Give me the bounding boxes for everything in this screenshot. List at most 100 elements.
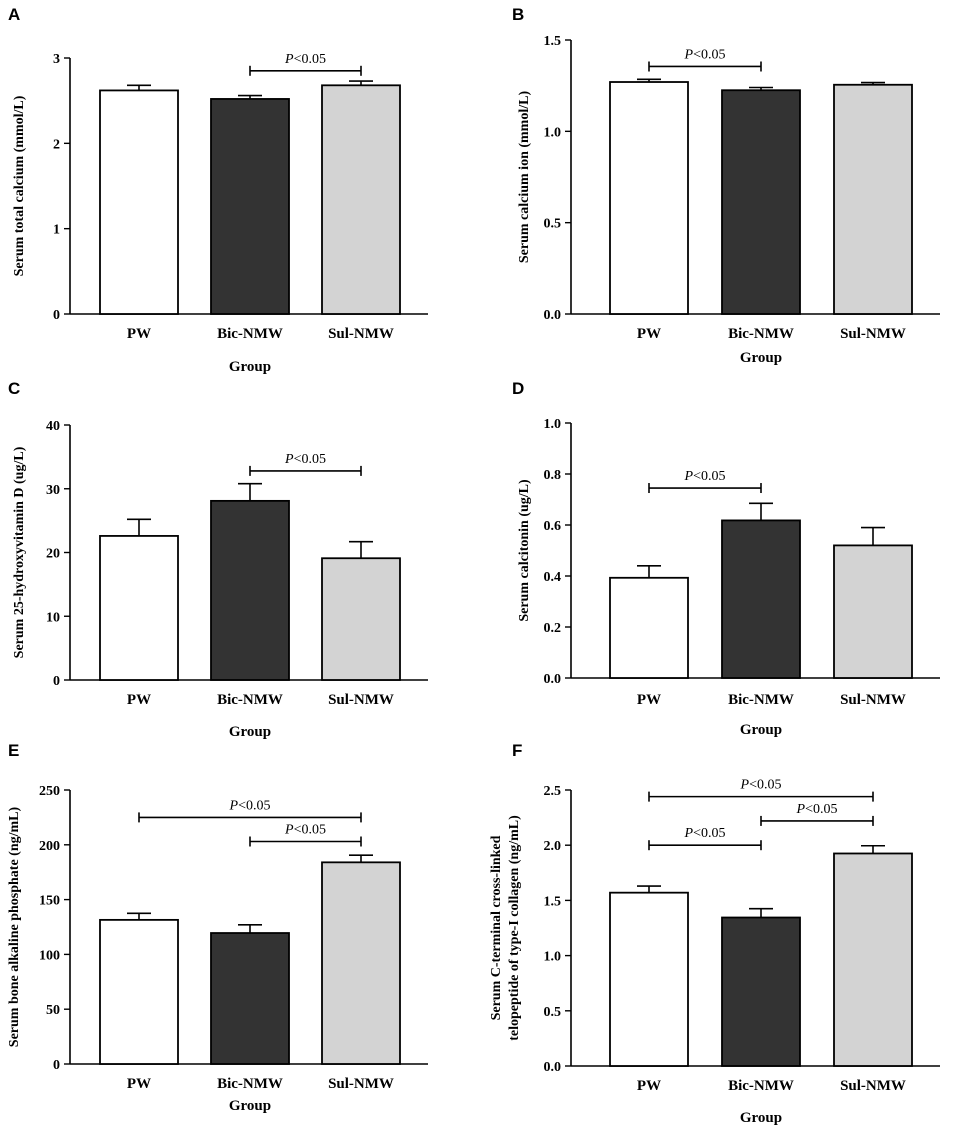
x-axis-label: Group	[229, 1098, 271, 1114]
y-tick-label: 1.0	[544, 950, 562, 965]
y-axis-label: Serum calcium ion (mmol/L)	[517, 91, 532, 264]
y-axis-label-line2: telopeptide of type-I collagen (ng/mL)	[507, 815, 522, 1041]
y-tick-label: 40	[46, 419, 60, 434]
y-tick-label: 0.5	[544, 217, 562, 232]
bar-bic-nmw	[721, 916, 801, 1067]
x-tick-label: PW	[637, 326, 661, 342]
y-tick-label: 20	[46, 547, 60, 562]
bar-sul-nmw	[833, 852, 913, 1067]
significance-label: P<0.05	[284, 823, 326, 838]
y-tick-label: 1.0	[544, 125, 562, 140]
bar-sul-nmw	[321, 84, 401, 315]
panel-letter: A	[8, 5, 20, 24]
bar-sul-nmw	[321, 557, 401, 681]
bar-bic-nmw	[210, 932, 290, 1065]
y-tick-label: 50	[46, 1003, 60, 1018]
bar-pw	[609, 576, 689, 679]
bar-pw	[609, 891, 689, 1067]
panel-letter: E	[8, 741, 19, 760]
bar-sul-nmw	[833, 83, 913, 315]
y-axis-label: Serum 25-hydroxyvitamin D (ug/L)	[12, 446, 27, 658]
x-tick-label: PW	[637, 1078, 661, 1094]
bar-bic-nmw	[210, 98, 290, 315]
y-tick-label: 1.5	[544, 894, 562, 909]
y-tick-label: 0.6	[544, 519, 562, 534]
x-axis-label: Group	[229, 724, 271, 740]
y-tick-label: 0.8	[544, 468, 562, 483]
x-tick-label: Sul-NMW	[840, 1078, 906, 1094]
x-tick-label: Bic-NMW	[728, 326, 794, 342]
x-tick-label: Sul-NMW	[840, 326, 906, 342]
significance-label: P<0.05	[684, 826, 726, 841]
y-tick-label: 0	[53, 1058, 60, 1073]
bar-bic-nmw	[721, 519, 801, 679]
x-axis-label: Group	[740, 350, 782, 366]
x-tick-label: PW	[127, 326, 151, 342]
y-axis-label: Serum bone alkaline phosphate (ng/mL)	[7, 806, 22, 1047]
x-axis-label: Group	[229, 359, 271, 375]
y-tick-label: 0.4	[544, 570, 562, 585]
x-axis-label: Group	[740, 1110, 782, 1126]
chart-panel-f: F 0.0 0.5 1.0 1.5 2.0 2.5 PW Bic-NMW Sul-NMW Group…	[489, 741, 940, 1126]
x-tick-label: Sul-NMW	[328, 1076, 394, 1092]
panel-letter: C	[8, 379, 20, 398]
x-axis-label: Group	[740, 722, 782, 738]
chart-panel-a: A 0 1 2 3 PW Bic-NMW Sul-NMW Group Serum total ca…	[8, 5, 428, 375]
y-axis-label: Serum C-terminal cross-linked	[489, 835, 504, 1020]
chart-panel-e: E 0 50 100 150 200 250 PW Bic-NMW Sul-NMW Group Ser…	[7, 741, 428, 1114]
y-tick-label: 2.5	[544, 784, 562, 799]
significance-label: P<0.05	[684, 469, 726, 484]
y-tick-label: 0	[53, 674, 60, 689]
y-tick-label: 100	[39, 948, 60, 963]
panel-letter: F	[512, 741, 522, 760]
x-tick-label: Bic-NMW	[217, 326, 283, 342]
bar-pw	[99, 535, 179, 681]
x-tick-label: Bic-NMW	[217, 1076, 283, 1092]
significance-label: P<0.05	[284, 52, 326, 67]
bar-pw	[609, 81, 689, 315]
y-tick-label: 10	[46, 610, 60, 625]
y-tick-label: 0.0	[544, 1060, 562, 1075]
x-tick-label: PW	[127, 1076, 151, 1092]
x-tick-label: Bic-NMW	[217, 692, 283, 708]
y-tick-label: 0.0	[544, 672, 562, 687]
bar-pw	[99, 918, 179, 1065]
x-tick-label: PW	[127, 692, 151, 708]
chart-panel-d: D 0.0 0.2 0.4 0.6 0.8 1.0 PW Bic-NMW Sul-NMW Group…	[512, 379, 940, 738]
y-tick-label: 1.0	[544, 417, 562, 432]
significance-label: P<0.05	[740, 778, 782, 793]
y-tick-label: 0	[53, 308, 60, 323]
significance-label: P<0.05	[229, 798, 271, 813]
significance-label: P<0.05	[284, 452, 326, 467]
y-axis-label: Serum calcitonin (ug/L)	[517, 479, 532, 622]
bar-bic-nmw	[210, 499, 290, 681]
y-tick-label: 0.2	[544, 621, 562, 636]
panel-letter: B	[512, 5, 524, 24]
x-tick-label: Sul-NMW	[840, 692, 906, 708]
x-tick-label: Sul-NMW	[328, 692, 394, 708]
bar-sul-nmw	[833, 544, 913, 679]
x-tick-label: Sul-NMW	[328, 326, 394, 342]
bar-sul-nmw	[321, 861, 401, 1065]
y-tick-label: 1	[53, 223, 60, 238]
y-tick-label: 2.0	[544, 839, 562, 854]
bar-pw	[99, 89, 179, 315]
y-tick-label: 150	[39, 894, 60, 909]
y-tick-label: 1.5	[544, 34, 562, 49]
significance-label: P<0.05	[684, 47, 726, 62]
y-tick-label: 2	[53, 137, 60, 152]
chart-panel-b: B 0.0 0.5 1.0 1.5 PW Bic-NMW Sul-NMW Group Serum …	[512, 5, 940, 366]
y-tick-label: 200	[39, 839, 60, 854]
panel-letter: D	[512, 379, 524, 398]
chart-panel-c: C 0 10 20 30 40 PW Bic-NMW Sul-NMW Group Serum 25-…	[8, 379, 428, 740]
x-tick-label: Bic-NMW	[728, 1078, 794, 1094]
y-axis-label: Serum total calcium (mmol/L)	[12, 95, 27, 276]
significance-label: P<0.05	[796, 802, 838, 817]
bar-bic-nmw	[721, 89, 801, 315]
y-tick-label: 0.5	[544, 1005, 562, 1020]
y-tick-label: 0.0	[544, 308, 562, 323]
x-tick-label: Bic-NMW	[728, 692, 794, 708]
x-tick-label: PW	[637, 692, 661, 708]
y-tick-label: 3	[53, 52, 60, 67]
